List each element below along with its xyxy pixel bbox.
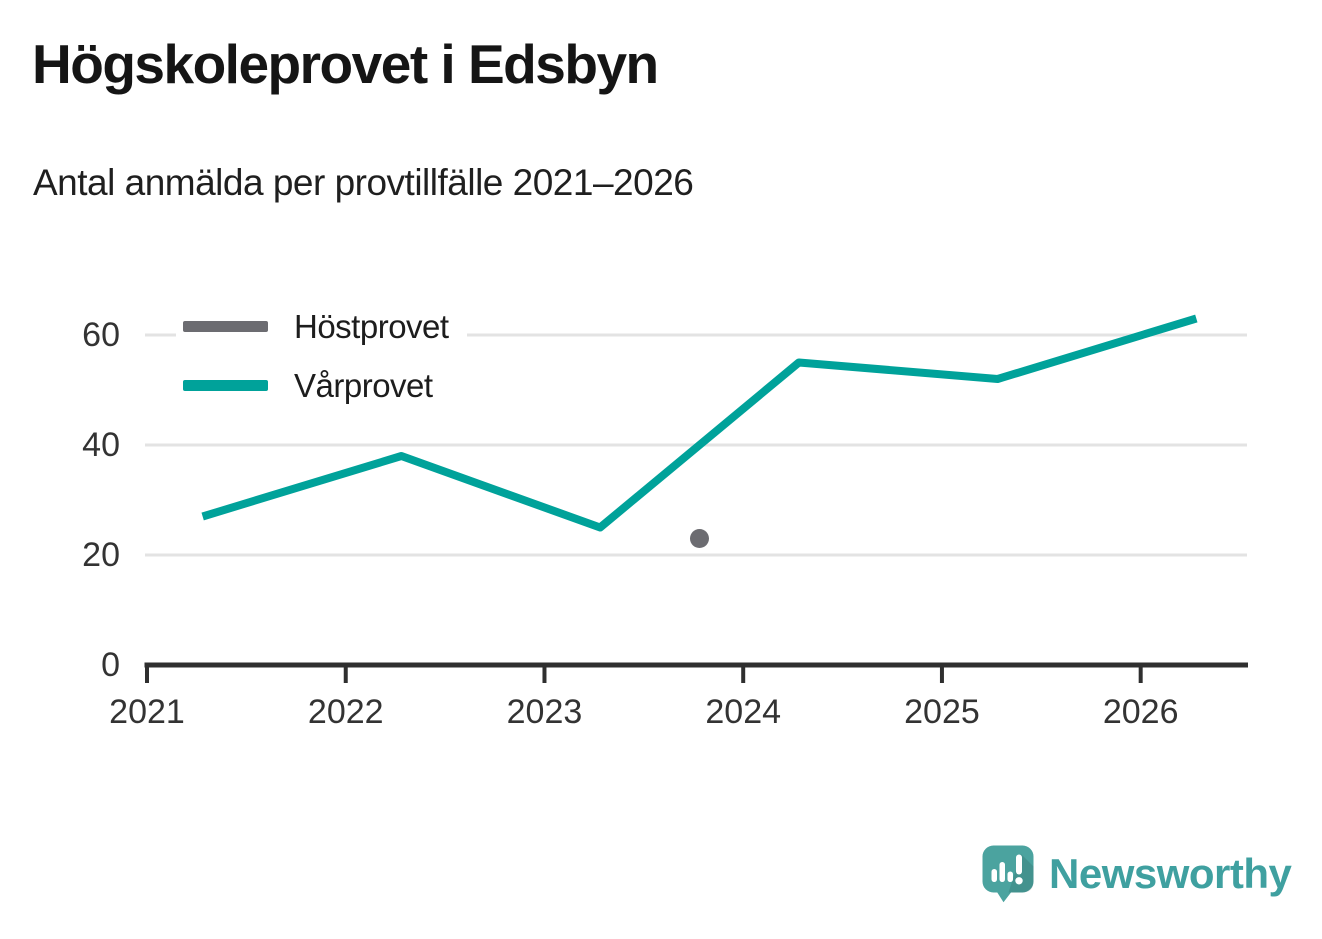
x-tick-label-2021: 2021 — [109, 693, 185, 731]
x-tick-label-2025: 2025 — [904, 693, 980, 731]
series-line-vrprovet — [201, 314, 1198, 532]
y-tick-label-20: 20 — [82, 536, 120, 574]
y-tick-label-40: 40 — [82, 426, 120, 464]
legend-item-hostprovet: Höstprovet — [176, 297, 467, 356]
chart-subtitle: Antal anmälda per provtillfälle 2021–202… — [33, 162, 694, 203]
x-tick-label-2026: 2026 — [1103, 693, 1179, 731]
chart-title: Högskoleprovet i Edsbyn — [32, 33, 659, 95]
varprovet-line-swatch — [183, 380, 268, 391]
x-tick-label-2022: 2022 — [308, 693, 384, 731]
newsworthy-wordmark: Newsworthy — [1049, 850, 1292, 897]
x-tick-label-2023: 2023 — [507, 693, 583, 731]
legend-item-varprovet: Vårprovet — [176, 356, 451, 415]
hostprovet-line-swatch — [183, 321, 268, 332]
y-tick-label-0: 0 — [101, 646, 120, 684]
newsworthy-logo: Newsworthy — [982, 845, 1292, 903]
legend-label-varprovet: Vårprovet — [294, 366, 433, 404]
chart-legend: Höstprovet Vårprovet — [176, 297, 467, 415]
legend-label-hostprovet: Höstprovet — [294, 307, 449, 345]
y-tick-label-60: 60 — [82, 316, 120, 354]
x-tick-label-2024: 2024 — [705, 693, 781, 731]
series-dot-hstprovet — [689, 529, 709, 548]
newsworthy-speech-bubble-chart-icon — [982, 845, 1034, 903]
